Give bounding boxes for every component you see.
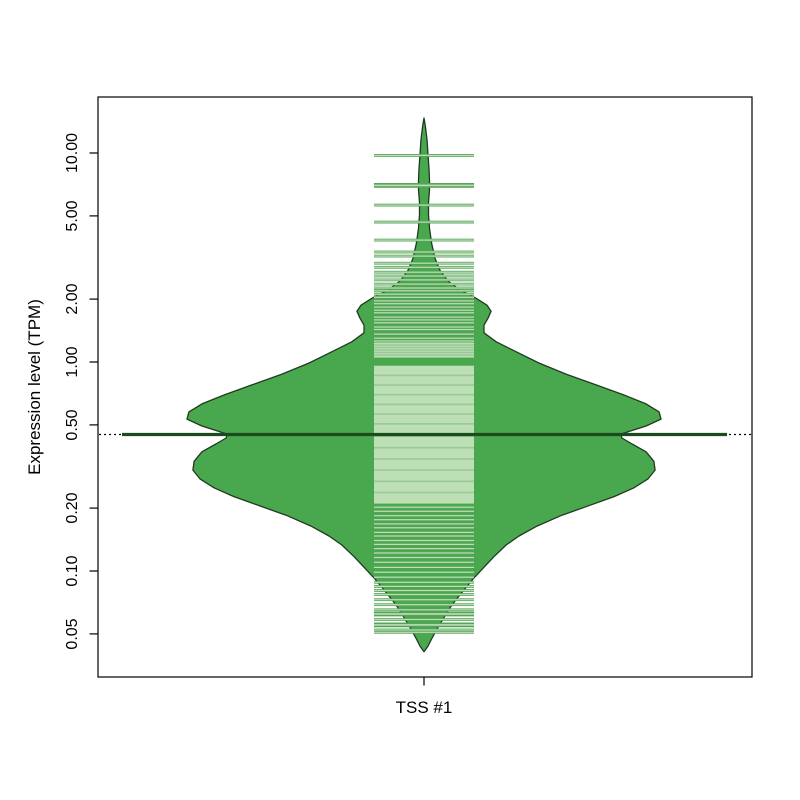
- beanline: [374, 598, 474, 602]
- beanline: [374, 534, 474, 538]
- beanline: [374, 308, 474, 312]
- beanline: [374, 250, 474, 254]
- beanline: [374, 526, 474, 530]
- beanline: [374, 543, 474, 546]
- y-tick-label: 5.00: [64, 200, 81, 232]
- beanline: [374, 238, 474, 242]
- beanline: [374, 325, 474, 329]
- beanline: [374, 589, 474, 592]
- y-tick-label: 2.00: [64, 283, 81, 315]
- beanline: [374, 305, 474, 309]
- beanline: [374, 628, 474, 632]
- y-tick-label: 0.10: [64, 555, 81, 587]
- beanline: [374, 539, 474, 542]
- beanline: [374, 580, 474, 584]
- beanline: [374, 336, 474, 340]
- beanline: [374, 261, 474, 265]
- beanline: [374, 265, 474, 269]
- beanline: [374, 295, 474, 299]
- beanline: [374, 315, 474, 319]
- beanline: [374, 220, 474, 224]
- beanline: [374, 618, 474, 621]
- beanline: [374, 514, 474, 518]
- beanline: [374, 505, 474, 509]
- beanline: [374, 321, 474, 325]
- axes: [89, 96, 753, 686]
- beanlines-group: [374, 154, 474, 634]
- plot-box: [97, 96, 753, 678]
- beanline: [374, 603, 474, 607]
- y-tick-label: 0.50: [64, 409, 81, 441]
- beanline-thick: [374, 622, 474, 628]
- beanline: [374, 332, 474, 336]
- beanline: [374, 278, 474, 282]
- beanline: [374, 566, 474, 569]
- beanline: [374, 560, 474, 564]
- beanline: [374, 551, 474, 555]
- beanline: [374, 531, 474, 534]
- beanline: [374, 274, 474, 278]
- beanline: [374, 289, 474, 293]
- beanline: [374, 570, 474, 574]
- beanline: [374, 311, 474, 315]
- beanline: [374, 522, 474, 526]
- beanline: [374, 547, 474, 550]
- beanline: [374, 328, 474, 331]
- y-tick-label: 0.20: [64, 492, 81, 524]
- beanline: [374, 270, 474, 274]
- y-axis-title: Expression level (TPM): [25, 299, 44, 475]
- beanline: [374, 302, 474, 306]
- beanline-thick: [374, 183, 474, 188]
- beanline: [374, 630, 474, 634]
- beanline: [374, 282, 474, 286]
- beanline: [374, 556, 474, 559]
- beanline: [374, 299, 474, 303]
- beanline: [374, 593, 474, 596]
- beanline: [374, 575, 474, 579]
- beanline-dense-band: [374, 342, 474, 358]
- beanline-thick: [374, 611, 474, 617]
- beanline: [374, 339, 474, 343]
- beanline: [374, 518, 474, 522]
- beanline: [374, 585, 474, 588]
- beanline: [374, 154, 474, 157]
- y-tick-label: 0.05: [64, 618, 81, 650]
- beanline: [374, 509, 474, 513]
- beanline: [374, 286, 474, 290]
- beanline: [374, 292, 474, 296]
- beanline-dense-band: [374, 365, 474, 434]
- beanline: [374, 254, 474, 258]
- beanline: [374, 203, 474, 207]
- beanline: [374, 318, 474, 322]
- y-tick-label: 10.00: [64, 132, 81, 174]
- y-tick-label: 1.00: [64, 346, 81, 378]
- beanline: [374, 608, 474, 612]
- beanline-dense-band: [374, 436, 474, 504]
- x-category-label: TSS #1: [395, 698, 453, 717]
